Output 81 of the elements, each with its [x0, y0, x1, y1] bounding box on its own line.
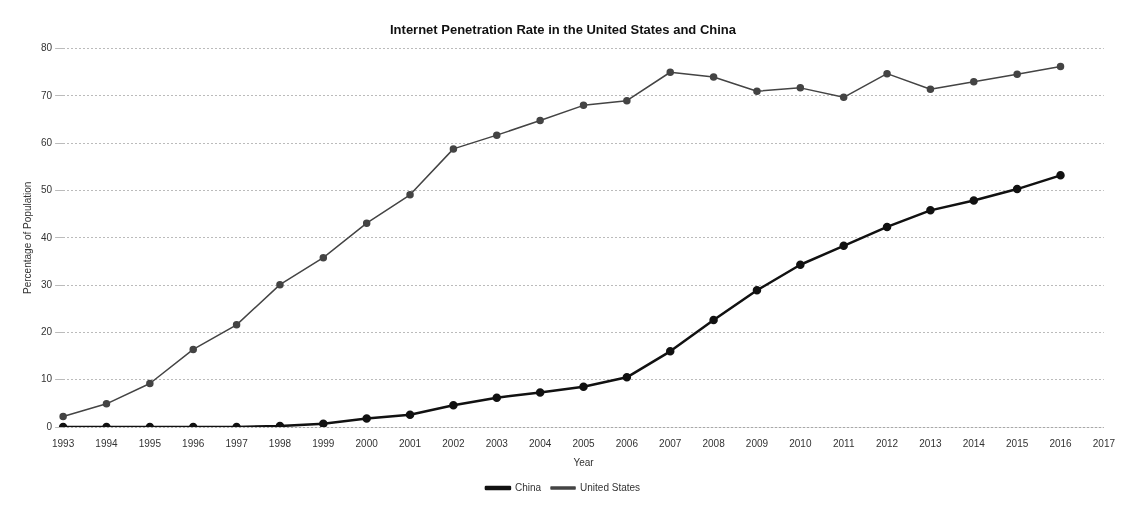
point: [970, 77, 978, 86]
y-tick-label: 10: [41, 373, 53, 385]
x-tick-label: 2011: [832, 437, 855, 449]
y-tick-label: 50: [41, 184, 53, 196]
y-tick-label: 60: [41, 136, 53, 148]
x-tick-label: 2012: [875, 437, 899, 449]
y-tick-label: 30: [41, 278, 53, 290]
x-tick-label: 2002: [442, 437, 465, 449]
point: [665, 347, 675, 356]
point: [926, 85, 935, 94]
x-tick-label: 1996: [182, 437, 205, 449]
point: [882, 222, 892, 232]
point: [579, 382, 588, 392]
point: [449, 145, 458, 153]
chart-title: Internet Penetration Rate in the United States and China: [390, 22, 737, 38]
point: [1012, 184, 1022, 194]
point: [319, 419, 328, 427]
x-tick-label: 2009: [745, 437, 769, 449]
x-tick-label: 2016: [1049, 437, 1073, 449]
x-tick-label: 2014: [962, 437, 986, 449]
point: [926, 206, 935, 215]
point: [362, 219, 371, 227]
point: [623, 96, 631, 105]
legend-label: United States: [580, 481, 641, 493]
point: [319, 253, 328, 262]
point: [1056, 171, 1065, 180]
point: [405, 410, 415, 419]
point: [493, 131, 501, 139]
x-tick-label: 1994: [95, 437, 119, 449]
y-tick-label: 80: [41, 42, 53, 54]
point: [406, 191, 414, 199]
point: [1013, 70, 1021, 78]
point: [796, 84, 805, 92]
x-tick-label: 1999: [312, 437, 335, 449]
point: [536, 116, 544, 125]
x-axis-title: Year: [573, 456, 595, 468]
point: [189, 345, 197, 354]
point: [883, 69, 891, 78]
x-tick-label: 2006: [615, 437, 639, 449]
point: [622, 373, 632, 382]
point: [796, 260, 805, 270]
x-tick-label: 1998: [268, 437, 292, 449]
point: [59, 412, 67, 421]
point: [969, 196, 979, 205]
x-tick-label: 2005: [572, 437, 596, 449]
x-tick-label: 2015: [1006, 437, 1029, 449]
point: [839, 93, 848, 102]
point: [362, 414, 371, 423]
point: [709, 315, 718, 325]
point: [535, 388, 545, 397]
x-tick-label: 2010: [789, 437, 812, 449]
point: [276, 280, 284, 289]
y-tick-label: 20: [41, 326, 53, 338]
x-tick-label: 2008: [702, 437, 726, 449]
point: [752, 286, 762, 295]
point: [449, 400, 458, 410]
x-tick-label: 2001: [398, 437, 422, 449]
point: [146, 379, 154, 388]
point: [666, 68, 674, 76]
y-tick-label: 40: [41, 231, 53, 243]
x-tick-label: 1997: [225, 437, 249, 449]
point: [492, 393, 502, 402]
point: [753, 87, 761, 95]
x-tick-label: 1993: [52, 437, 75, 449]
legend-label: China: [514, 481, 542, 493]
point: [709, 73, 718, 81]
x-tick-label: 2000: [355, 437, 379, 449]
x-tick-label: 1995: [138, 437, 162, 449]
y-axis-title: Percentage of Population: [21, 181, 33, 294]
point: [232, 321, 241, 329]
point: [579, 101, 588, 110]
x-tick-label: 2004: [529, 437, 552, 449]
point: [102, 400, 111, 408]
x-tick-label: 2017: [1092, 437, 1116, 449]
x-tick-label: 2003: [485, 437, 509, 449]
y-tick-label: 70: [41, 89, 53, 101]
x-tick-label: 2007: [659, 437, 682, 449]
point: [839, 241, 848, 251]
point: [1056, 62, 1065, 71]
x-tick-label: 2013: [919, 437, 942, 449]
y-tick-label: 0: [46, 420, 53, 432]
